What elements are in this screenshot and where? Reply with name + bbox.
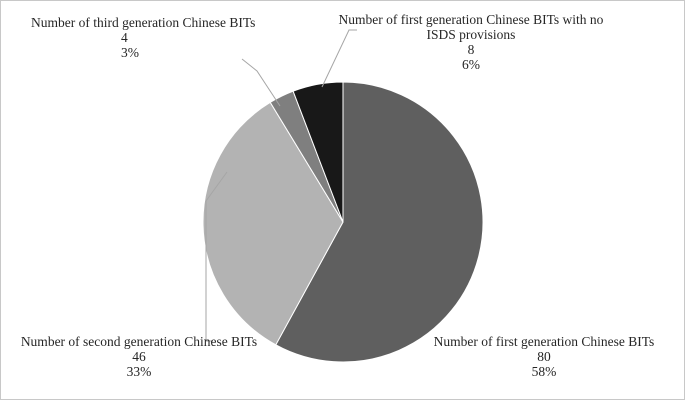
data-label-4-line-4: 6% bbox=[462, 57, 480, 72]
data-label-3-line-2: 4 bbox=[121, 30, 128, 45]
data-label-4-line-2: ISDS provisions bbox=[427, 27, 516, 42]
leader-lines bbox=[205, 29, 357, 342]
data-label-1: Number of first generation Chinese BITs 8… bbox=[434, 334, 655, 379]
data-labels: Number of first generation Chinese BITs 8… bbox=[21, 12, 655, 379]
leader-line-1 bbox=[241, 58, 281, 107]
pie-slice-2 bbox=[202, 101, 344, 346]
data-label-2-line-2: 46 bbox=[132, 349, 146, 364]
pie-slice-4 bbox=[292, 81, 344, 223]
data-label-2-line-3: 33% bbox=[127, 364, 152, 379]
data-label-3: Number of third generation Chinese BITs 4… bbox=[31, 15, 255, 60]
data-label-1-line-2: 80 bbox=[537, 349, 551, 364]
leader-line-3 bbox=[205, 171, 228, 342]
data-label-4-line-3: 8 bbox=[468, 42, 475, 57]
data-label-3-line-3: 3% bbox=[121, 45, 139, 60]
data-label-3-line-1: Number of third generation Chinese BITs bbox=[31, 15, 255, 30]
data-label-2: Number of second generation Chinese BITs… bbox=[21, 334, 257, 379]
pie-slices bbox=[202, 81, 484, 363]
data-label-4: Number of first generation Chinese BITs … bbox=[339, 12, 604, 72]
data-label-4-line-1: Number of first generation Chinese BITs … bbox=[339, 12, 604, 27]
data-label-1-line-1: Number of first generation Chinese BITs bbox=[434, 334, 655, 349]
pie-slice-1 bbox=[275, 81, 484, 363]
leader-line-2 bbox=[321, 29, 357, 88]
data-label-1-line-3: 58% bbox=[532, 364, 557, 379]
data-label-2-line-1: Number of second generation Chinese BITs bbox=[21, 334, 257, 349]
